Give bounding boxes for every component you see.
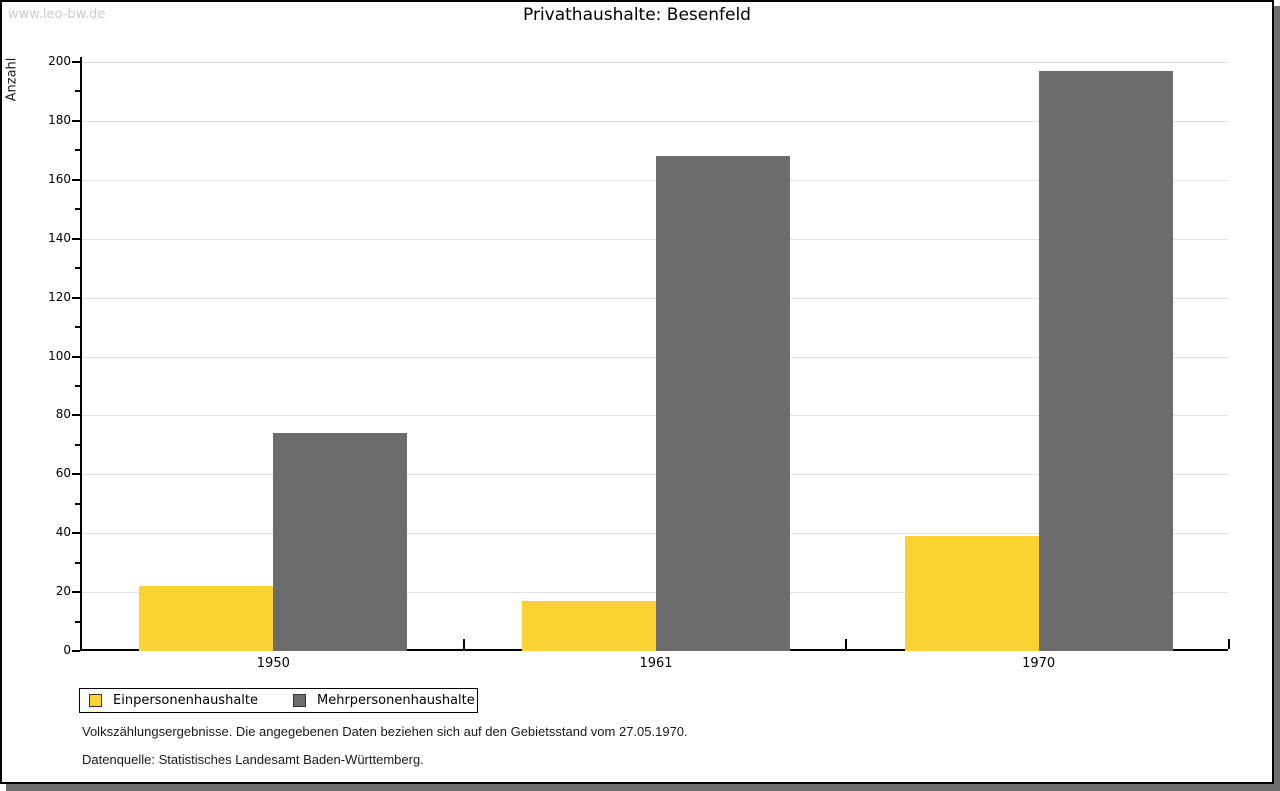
bar-mehrpersonenhaushalte-1961 bbox=[656, 156, 790, 651]
gridline bbox=[82, 238, 1228, 240]
x-axis-divider-tick bbox=[462, 639, 465, 649]
watermark: www.leo-bw.de bbox=[8, 7, 106, 22]
y-tick-label-60: 60 bbox=[55, 466, 71, 481]
y-tick-minor bbox=[75, 502, 80, 505]
y-tick-major bbox=[72, 650, 80, 652]
page-shadow-right bbox=[1274, 6, 1280, 791]
gridline bbox=[82, 415, 1228, 417]
legend-swatch-mehrpersonenhaushalte bbox=[293, 694, 306, 707]
y-tick-minor bbox=[75, 149, 80, 152]
gridline bbox=[82, 179, 1228, 181]
y-tick-label-120: 120 bbox=[48, 289, 71, 304]
y-tick-major bbox=[72, 532, 80, 535]
bar-einpersonenhaushalte-1961 bbox=[522, 600, 656, 651]
y-tick-minor bbox=[75, 620, 80, 623]
bar-einpersonenhaushalte-1970 bbox=[904, 536, 1039, 651]
y-tick-minor bbox=[75, 443, 80, 446]
y-tick-major bbox=[72, 119, 80, 122]
y-tick-major bbox=[72, 178, 80, 181]
y-tick-major bbox=[72, 296, 80, 299]
legend-label-mehrpersonenhaushalte: Mehrpersonenhaushalte bbox=[317, 693, 475, 708]
y-tick-minor bbox=[75, 208, 80, 211]
bar-einpersonenhaushalte-1950 bbox=[139, 586, 274, 651]
gridline bbox=[82, 356, 1228, 358]
y-tick-label-20: 20 bbox=[55, 584, 71, 599]
y-tick-label-40: 40 bbox=[55, 525, 71, 540]
legend: Einpersonenhaushalte Mehrpersonenhaushalt… bbox=[79, 688, 478, 713]
gridline bbox=[82, 120, 1228, 122]
footnote-source-note: Volkszählungsergebnisse. Die angegebenen… bbox=[82, 724, 688, 739]
bar-mehrpersonenhaushalte-1970 bbox=[1038, 70, 1173, 651]
gridline bbox=[82, 533, 1228, 535]
y-tick-major bbox=[72, 473, 80, 476]
legend-swatch-einpersonenhaushalte bbox=[89, 694, 102, 707]
y-tick-major bbox=[72, 591, 80, 594]
x-tick-label-1950: 1950 bbox=[256, 656, 290, 671]
gridline bbox=[82, 474, 1228, 476]
y-tick-major bbox=[72, 61, 80, 63]
plot-area: 1950 1961 1970 0 20 40 60 80 100 120 140 160 180 200 bbox=[48, 54, 1230, 671]
y-tick-label-80: 80 bbox=[55, 407, 71, 422]
legend-label-einpersonenhaushalte: Einpersonenhaushalte bbox=[113, 693, 258, 708]
y-tick-minor bbox=[75, 267, 80, 270]
y-tick-major bbox=[72, 237, 80, 240]
gridline bbox=[82, 592, 1228, 594]
y-tick-major bbox=[72, 414, 80, 417]
x-tick-label-1970: 1970 bbox=[1022, 656, 1056, 671]
x-axis-divider-tick bbox=[1228, 639, 1230, 649]
bar-mehrpersonenhaushalte-1950 bbox=[273, 433, 408, 651]
y-tick-minor bbox=[75, 90, 80, 93]
footnotes: Volkszählungsergebnisse. Die angegebenen… bbox=[82, 724, 688, 780]
x-axis-divider-tick bbox=[845, 639, 848, 649]
y-tick-label-100: 100 bbox=[48, 348, 71, 363]
x-tick-label-1961: 1961 bbox=[639, 656, 673, 671]
y-tick-minor bbox=[75, 326, 80, 329]
y-tick-label-160: 160 bbox=[48, 171, 71, 186]
gridline bbox=[82, 62, 1228, 63]
y-tick-label-0: 0 bbox=[63, 643, 71, 657]
chart-title: Privathaushalte: Besenfeld bbox=[523, 5, 751, 25]
gridline bbox=[82, 297, 1228, 299]
y-tick-label-140: 140 bbox=[48, 230, 71, 245]
y-axis-label: Anzahl bbox=[4, 57, 20, 102]
footnote-data-source: Datenquelle: Statistisches Landesamt Bad… bbox=[82, 752, 424, 767]
page-shadow-bottom bbox=[6, 784, 1280, 791]
y-tick-minor bbox=[75, 384, 80, 387]
y-tick-label-180: 180 bbox=[48, 112, 71, 127]
y-tick-label-200: 200 bbox=[48, 54, 71, 68]
y-tick-minor bbox=[75, 561, 80, 564]
y-tick-major bbox=[72, 355, 80, 358]
